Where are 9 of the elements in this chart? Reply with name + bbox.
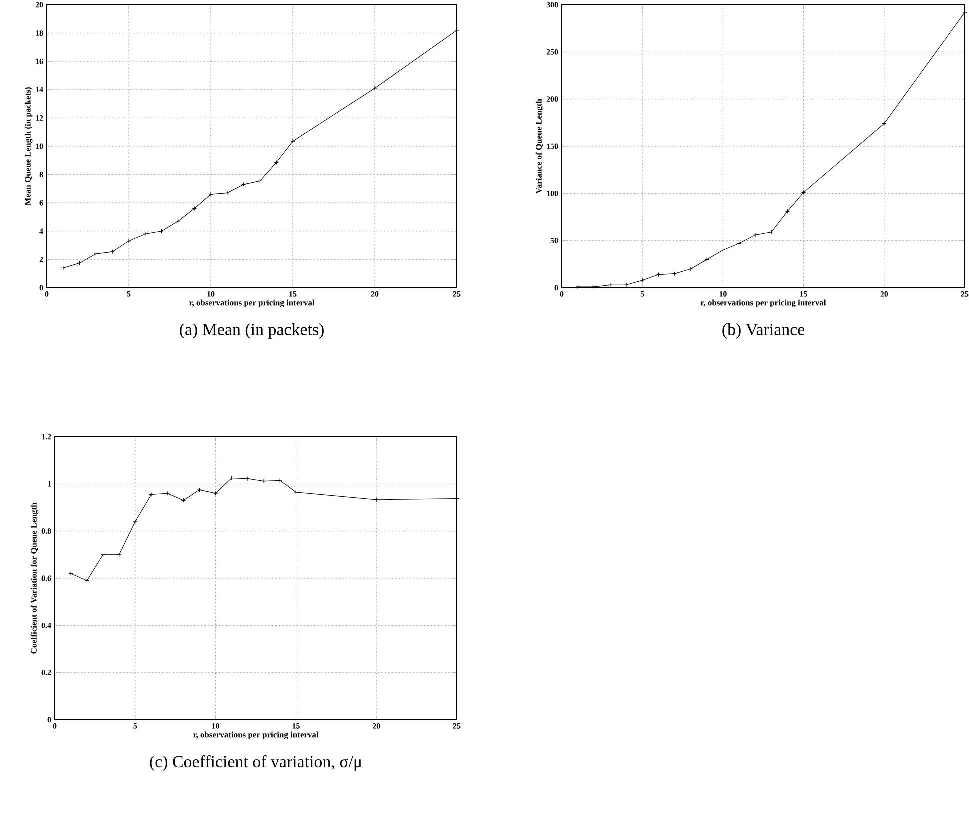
text: (a) Mean (in packets) <box>180 324 324 339</box>
text: (b) Variance <box>722 324 805 339</box>
x-axis-title: r, observations per pricing interval <box>700 300 826 308</box>
y-axis-title: Coefficient of Variation for Queue Length <box>30 502 39 654</box>
x-axis-title: r, observations per pricing interval <box>193 732 319 740</box>
text: (c) Coefficient of variation, σ/μ <box>150 756 362 772</box>
y-axis-title: Mean Queue Length (in packets) <box>24 88 33 206</box>
y-axis-title: Variance of Queue Length <box>536 99 544 194</box>
x-axis-title: r, observations per pricing interval <box>189 300 315 308</box>
